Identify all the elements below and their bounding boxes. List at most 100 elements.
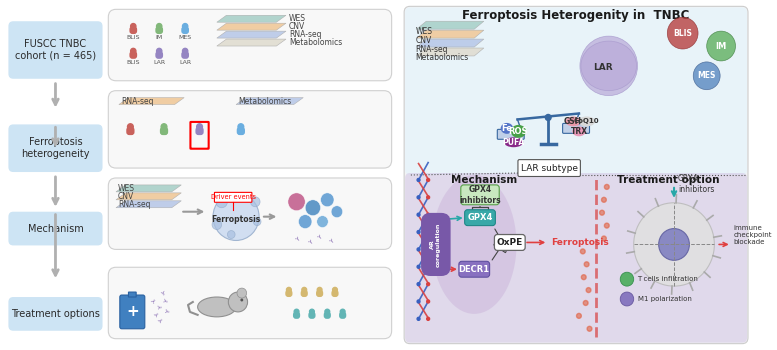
Circle shape bbox=[216, 196, 228, 208]
Circle shape bbox=[417, 317, 420, 320]
Text: MES: MES bbox=[179, 35, 192, 40]
FancyBboxPatch shape bbox=[494, 234, 525, 250]
Circle shape bbox=[417, 231, 420, 233]
Circle shape bbox=[321, 193, 334, 207]
Text: IM: IM bbox=[155, 35, 163, 40]
Circle shape bbox=[298, 215, 312, 229]
Circle shape bbox=[127, 124, 134, 130]
Circle shape bbox=[253, 218, 261, 226]
Text: Y: Y bbox=[295, 237, 301, 243]
Circle shape bbox=[340, 309, 345, 314]
Text: RNA-seq: RNA-seq bbox=[416, 44, 448, 54]
Text: LAR: LAR bbox=[593, 63, 613, 72]
Text: LAR subtype: LAR subtype bbox=[521, 163, 577, 173]
Text: M1 polarization: M1 polarization bbox=[638, 296, 692, 302]
FancyBboxPatch shape bbox=[130, 26, 137, 34]
Circle shape bbox=[287, 287, 291, 292]
Ellipse shape bbox=[581, 41, 636, 91]
Circle shape bbox=[197, 124, 203, 130]
Text: MES: MES bbox=[698, 71, 716, 80]
FancyBboxPatch shape bbox=[308, 312, 315, 319]
FancyBboxPatch shape bbox=[214, 193, 252, 202]
Circle shape bbox=[667, 17, 698, 49]
Circle shape bbox=[427, 283, 430, 286]
Text: Mechanism: Mechanism bbox=[451, 175, 517, 185]
Circle shape bbox=[333, 287, 337, 292]
FancyBboxPatch shape bbox=[130, 51, 137, 59]
Circle shape bbox=[693, 62, 720, 90]
Text: FUSCC TNBC
cohort (n = 465): FUSCC TNBC cohort (n = 465) bbox=[15, 39, 96, 61]
Text: GPX4
inhibitors: GPX4 inhibitors bbox=[459, 185, 501, 204]
Text: Ferroptosis Heterogenity in  TNBC: Ferroptosis Heterogenity in TNBC bbox=[462, 9, 690, 22]
Circle shape bbox=[580, 36, 638, 96]
Polygon shape bbox=[217, 15, 286, 22]
FancyBboxPatch shape bbox=[9, 212, 103, 245]
Circle shape bbox=[417, 178, 420, 181]
Text: Y: Y bbox=[158, 316, 164, 322]
Circle shape bbox=[634, 203, 714, 286]
Text: BLIS: BLIS bbox=[127, 60, 140, 65]
Circle shape bbox=[417, 213, 420, 216]
Circle shape bbox=[317, 216, 328, 228]
Text: Treatment options: Treatment options bbox=[11, 309, 100, 319]
Circle shape bbox=[427, 248, 430, 251]
Circle shape bbox=[317, 287, 322, 292]
Circle shape bbox=[212, 220, 221, 230]
Ellipse shape bbox=[572, 126, 586, 136]
Polygon shape bbox=[116, 185, 181, 192]
Circle shape bbox=[600, 210, 605, 215]
Circle shape bbox=[161, 124, 167, 130]
FancyBboxPatch shape bbox=[155, 26, 163, 34]
Text: WES: WES bbox=[118, 184, 135, 193]
FancyBboxPatch shape bbox=[285, 290, 292, 297]
Circle shape bbox=[183, 48, 188, 54]
Ellipse shape bbox=[432, 175, 517, 314]
Ellipse shape bbox=[578, 117, 595, 126]
Ellipse shape bbox=[566, 117, 581, 126]
FancyBboxPatch shape bbox=[160, 127, 168, 135]
FancyBboxPatch shape bbox=[293, 312, 300, 319]
Circle shape bbox=[707, 31, 736, 61]
Text: RNA-seq: RNA-seq bbox=[120, 97, 153, 106]
Ellipse shape bbox=[510, 125, 526, 138]
FancyBboxPatch shape bbox=[563, 124, 590, 133]
Text: BLIS: BLIS bbox=[127, 35, 140, 40]
FancyBboxPatch shape bbox=[108, 267, 392, 339]
Text: Y: Y bbox=[164, 298, 169, 304]
FancyBboxPatch shape bbox=[497, 130, 524, 139]
Ellipse shape bbox=[197, 297, 236, 317]
Text: Y: Y bbox=[308, 239, 314, 245]
Text: WES: WES bbox=[289, 14, 306, 23]
Text: Y: Y bbox=[161, 291, 167, 297]
Text: +: + bbox=[126, 304, 138, 320]
Ellipse shape bbox=[500, 123, 513, 134]
Circle shape bbox=[427, 178, 430, 181]
FancyBboxPatch shape bbox=[518, 160, 580, 176]
Text: Ferroptosis: Ferroptosis bbox=[211, 215, 260, 224]
Circle shape bbox=[417, 300, 420, 303]
Circle shape bbox=[620, 272, 634, 286]
Text: immune
checkpoint
blockade: immune checkpoint blockade bbox=[733, 224, 772, 245]
FancyBboxPatch shape bbox=[9, 21, 103, 79]
Circle shape bbox=[601, 236, 606, 241]
Polygon shape bbox=[416, 48, 484, 56]
Circle shape bbox=[294, 309, 299, 314]
FancyBboxPatch shape bbox=[9, 297, 103, 331]
Polygon shape bbox=[116, 193, 181, 200]
FancyBboxPatch shape bbox=[181, 26, 189, 34]
FancyBboxPatch shape bbox=[301, 290, 308, 297]
Text: Metabolomics: Metabolomics bbox=[238, 97, 291, 106]
Polygon shape bbox=[217, 31, 286, 38]
FancyBboxPatch shape bbox=[237, 127, 245, 135]
Polygon shape bbox=[119, 98, 184, 105]
Circle shape bbox=[228, 292, 248, 312]
Ellipse shape bbox=[504, 137, 523, 147]
Circle shape bbox=[237, 288, 246, 298]
Text: Y: Y bbox=[152, 296, 157, 302]
Circle shape bbox=[183, 23, 188, 29]
Circle shape bbox=[605, 223, 609, 228]
Circle shape bbox=[156, 23, 162, 29]
Circle shape bbox=[301, 287, 307, 292]
Circle shape bbox=[587, 326, 592, 331]
Text: DECR1: DECR1 bbox=[458, 265, 490, 274]
